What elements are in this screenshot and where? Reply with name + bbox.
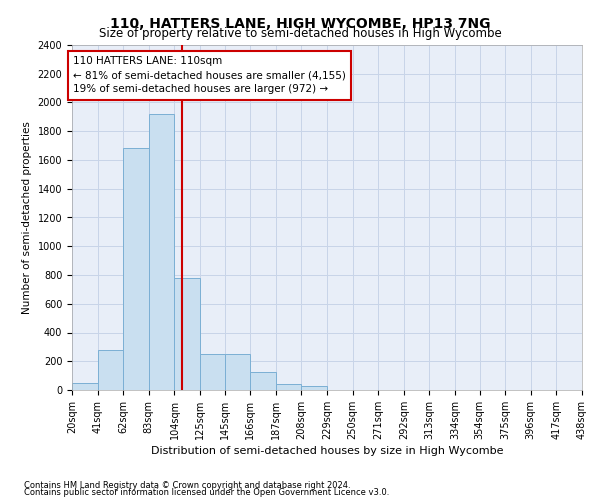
Y-axis label: Number of semi-detached properties: Number of semi-detached properties bbox=[22, 121, 32, 314]
Text: 110, HATTERS LANE, HIGH WYCOMBE, HP13 7NG: 110, HATTERS LANE, HIGH WYCOMBE, HP13 7N… bbox=[110, 18, 490, 32]
Text: 110 HATTERS LANE: 110sqm
← 81% of semi-detached houses are smaller (4,155)
19% o: 110 HATTERS LANE: 110sqm ← 81% of semi-d… bbox=[73, 56, 346, 94]
Text: Contains HM Land Registry data © Crown copyright and database right 2024.: Contains HM Land Registry data © Crown c… bbox=[24, 480, 350, 490]
Text: Size of property relative to semi-detached houses in High Wycombe: Size of property relative to semi-detach… bbox=[98, 28, 502, 40]
Bar bbox=[276, 384, 301, 390]
Bar bbox=[200, 354, 224, 390]
Bar bbox=[149, 114, 175, 390]
Bar bbox=[224, 354, 250, 390]
Bar bbox=[123, 148, 149, 390]
Bar bbox=[98, 350, 123, 390]
Bar bbox=[72, 383, 98, 390]
Bar bbox=[250, 372, 276, 390]
Text: Contains public sector information licensed under the Open Government Licence v3: Contains public sector information licen… bbox=[24, 488, 389, 497]
Bar bbox=[301, 386, 327, 390]
X-axis label: Distribution of semi-detached houses by size in High Wycombe: Distribution of semi-detached houses by … bbox=[151, 446, 503, 456]
Bar bbox=[175, 278, 200, 390]
